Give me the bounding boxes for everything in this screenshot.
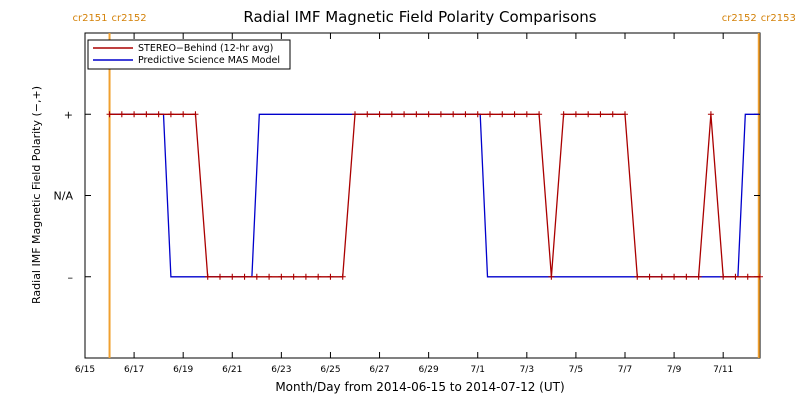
y-axis-ticks: + N/A – (54, 108, 760, 284)
data-point-marker (609, 111, 616, 118)
data-point-marker (131, 111, 138, 118)
data-point-marker (536, 111, 543, 118)
x-tick-label: 7/3 (520, 365, 534, 375)
data-point-marker (229, 273, 236, 280)
data-point-marker (217, 273, 223, 280)
data-point-marker (511, 111, 518, 118)
x-tick-label: 7/11 (713, 365, 733, 375)
data-point-marker (597, 111, 604, 118)
carrington-label-left: cr2151 (72, 13, 107, 24)
carrington-label-left: cr2152 (722, 13, 757, 24)
x-tick-label: 7/7 (618, 365, 632, 375)
x-tick-label: 6/23 (271, 365, 291, 375)
data-point-marker (204, 273, 211, 280)
data-point-marker (401, 111, 408, 118)
carrington-label-right: cr2152 (112, 13, 147, 24)
data-point-marker (732, 273, 739, 280)
data-point-marker (695, 273, 702, 280)
y-axis-label: Radial IMF Magnetic Field Polarity (−,+) (30, 86, 43, 304)
chart-title: Radial IMF Magnetic Field Polarity Compa… (243, 8, 596, 26)
data-point-marker (658, 273, 665, 280)
data-point-marker (634, 273, 641, 280)
y-tick-label: N/A (54, 190, 74, 203)
x-tick-label: 6/19 (173, 365, 193, 375)
data-point-marker (474, 111, 481, 118)
data-point-marker (487, 111, 493, 118)
data-point-marker (720, 273, 727, 280)
data-point-marker (585, 111, 592, 118)
data-point-marker (425, 111, 432, 118)
data-point-marker (462, 111, 469, 118)
x-tick-label: 6/15 (75, 365, 95, 375)
data-point-marker (290, 273, 297, 280)
y-tick-label: – (68, 271, 74, 284)
x-tick-label: 7/9 (667, 365, 682, 375)
data-point-marker (155, 111, 162, 118)
carrington-label-right: cr2153 (761, 13, 796, 24)
data-point-marker (523, 111, 530, 118)
x-axis-ticks: 6/15 6/17 6/19 6/21 6/23 6/25 6/27 6/29 7/1 7/3 7/… (75, 33, 733, 375)
data-point-marker (266, 273, 273, 280)
x-tick-label: 7/5 (569, 365, 583, 375)
data-point-marker (572, 111, 579, 118)
legend: STEREO−Behind (12-hr avg) Predictive Sci… (87, 39, 291, 70)
data-point-marker (671, 273, 678, 280)
data-point-marker (352, 111, 358, 118)
legend-label-stereo: STEREO−Behind (12-hr avg) (138, 43, 273, 54)
data-point-marker (707, 111, 714, 118)
data-point-marker (646, 273, 653, 280)
data-point-marker (118, 111, 125, 118)
data-point-marker (327, 273, 334, 280)
x-tick-label: 6/17 (124, 365, 144, 375)
data-point-marker (376, 111, 383, 118)
data-point-marker (143, 111, 150, 118)
data-point-marker (499, 111, 506, 118)
data-point-marker (192, 111, 199, 118)
data-point-marker (622, 111, 628, 118)
data-point-marker (167, 111, 174, 118)
data-point-marker (278, 273, 285, 280)
legend-label-mas-model: Predictive Science MAS Model (138, 55, 280, 66)
y-tick-label: + (64, 108, 73, 121)
data-point-marker (241, 273, 248, 280)
x-tick-label: 6/25 (320, 365, 340, 375)
x-tick-label: 6/29 (419, 365, 439, 375)
x-tick-label: 6/27 (369, 365, 389, 375)
data-point-marker (315, 273, 322, 280)
data-point-marker (413, 111, 420, 118)
data-point-marker (560, 111, 567, 118)
carrington-labels: cr2151 cr2152 cr2152 cr2153 (72, 13, 795, 24)
data-point-marker (450, 111, 457, 118)
data-point-marker (106, 111, 113, 118)
series-layer (106, 111, 763, 280)
x-tick-label: 7/1 (470, 365, 484, 375)
data-point-marker (253, 273, 260, 280)
data-point-marker (683, 273, 690, 280)
x-axis-label: Month/Day from 2014-06-15 to 2014-07-12 … (275, 380, 564, 394)
legend-box (87, 39, 291, 70)
data-point-marker (744, 273, 751, 280)
data-point-marker (364, 111, 371, 118)
data-point-marker (180, 111, 187, 118)
data-point-marker (548, 273, 555, 280)
data-point-marker (437, 111, 444, 118)
data-point-marker (388, 111, 395, 118)
data-point-marker (339, 273, 346, 280)
x-tick-label: 6/21 (222, 365, 242, 375)
data-point-marker (302, 273, 309, 280)
data-point-marker (757, 273, 763, 280)
